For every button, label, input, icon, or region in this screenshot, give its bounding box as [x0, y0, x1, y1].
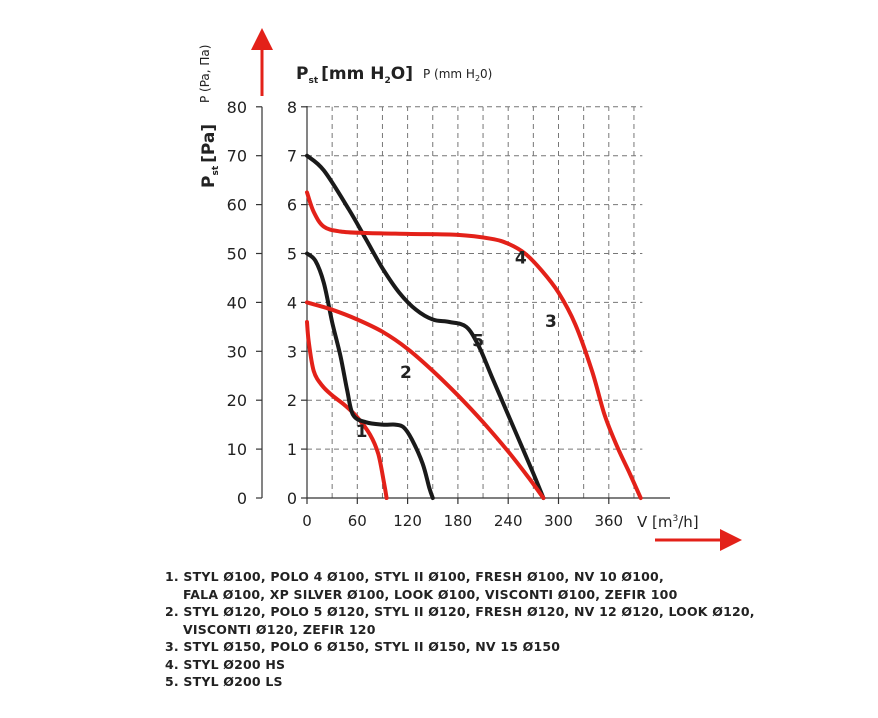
y-axis-mm-ticks: 8 7 6 5 4 3 2 1 0: [287, 98, 307, 508]
series-line-3: [305, 153, 546, 500]
series-label-2: 2: [400, 363, 412, 383]
y-left-label-sub: st: [211, 165, 221, 175]
y-right-label-sub2: 2: [384, 76, 390, 86]
series-line-2: [305, 251, 435, 500]
x-axis-arrow-head: [720, 529, 742, 551]
legend-line: 3. STYL Ø150, POLO 6 Ø150, STYL II Ø150,…: [165, 638, 755, 656]
legend-number: 4.: [165, 656, 184, 672]
series-label-5: 5: [472, 331, 484, 351]
y-mm-tick-label: 6: [287, 196, 297, 215]
legend-line: 5. STYL Ø200 LS: [165, 673, 755, 691]
legend-text: STYL Ø200 HS: [183, 656, 286, 672]
y-mm-tick-label: 2: [287, 391, 297, 410]
legend-number: 3.: [165, 639, 184, 654]
x-tick-label: 0: [302, 512, 312, 530]
x-axis-ticks: 0 60 120 180 240 300 360: [302, 498, 623, 530]
series-label-4: 4: [515, 248, 527, 268]
x-tick-label: 240: [494, 512, 523, 530]
y-pa-tick-label: 70: [227, 147, 247, 166]
series-group: [305, 153, 643, 500]
legend-number: 2.: [165, 604, 184, 619]
y-mm-tick-label: 0: [287, 489, 297, 508]
y-pa-tick-label: 80: [227, 98, 247, 117]
series-line-4: [305, 190, 643, 500]
y-pa-tick-label: 10: [227, 440, 247, 459]
legend-line: 1. STYL Ø100, POLO 4 Ø100, STYL II Ø100,…: [165, 568, 755, 586]
y-mm-tick-label: 8: [287, 98, 297, 117]
x-tick-label: 60: [348, 512, 367, 530]
series-labels: 1 2 3 4 5: [356, 248, 557, 442]
y-right-label-sub: st: [308, 76, 318, 86]
y-axis-label-pst-mm: Pst [mm H2O]: [296, 64, 413, 86]
y-axis-alt-label: P (mm H20): [423, 67, 492, 83]
y-axis-arrow-head: [251, 28, 273, 50]
y-left-label: P: [199, 176, 219, 188]
y-mm-tick-label: 7: [287, 147, 297, 166]
y-mm-tick-label: 5: [287, 245, 297, 264]
legend-text: STYL Ø100, POLO 4 Ø100, STYL II Ø100, FR…: [183, 569, 664, 584]
x-label-pre: V [m: [637, 513, 673, 531]
x-axis-label: V [m3/h]: [637, 513, 699, 531]
legend-text: STYL Ø150, POLO 6 Ø150, STYL II Ø150, NV…: [183, 639, 561, 654]
y-mm-tick-label: 3: [287, 342, 297, 361]
y-right-label-unit: [mm H: [321, 64, 384, 84]
legend-text: FALA Ø100, XP SILVER Ø100, LOOK Ø100, VI…: [183, 586, 678, 602]
y-right-label-close: O]: [391, 64, 413, 84]
legend: 1. STYL Ø100, POLO 4 Ø100, STYL II Ø100,…: [165, 568, 755, 691]
x-label-post: /h]: [678, 513, 698, 531]
y-mm-tick-label: 4: [287, 293, 297, 312]
x-label-sup: 3: [673, 514, 679, 524]
y-axis-pa-ticks: 80 70 60 50 40 30 20 10 0: [227, 98, 263, 508]
y-right-label-main: P: [296, 64, 308, 84]
legend-number: 1.: [165, 569, 184, 584]
legend-text: STYL Ø200 LS: [183, 674, 283, 689]
legend-text: STYL Ø120, POLO 5 Ø120, STYL II Ø120, FR…: [183, 604, 755, 619]
y-axis-rotated-label: P (Pa, Па): [198, 45, 212, 103]
legend-line: VISCONTI Ø120, ZEFIR 120: [165, 621, 755, 639]
y-pa-tick-label: 60: [227, 196, 247, 215]
series-line-1: [305, 320, 389, 500]
series-label-1: 1: [356, 422, 368, 442]
y-alt-post: 0): [480, 67, 492, 81]
legend-line: 2. STYL Ø120, POLO 5 Ø120, STYL II Ø120,…: [165, 603, 755, 621]
x-tick-label: 180: [444, 512, 473, 530]
legend-text: VISCONTI Ø120, ZEFIR 120: [183, 621, 376, 637]
y-axis-label-pst-pa: Pst [Pa]: [199, 124, 221, 188]
legend-line: FALA Ø100, XP SILVER Ø100, LOOK Ø100, VI…: [165, 586, 755, 604]
series-label-3: 3: [545, 312, 557, 332]
y-pa-tick-label: 40: [227, 293, 247, 312]
legend-number: 5.: [165, 674, 184, 689]
x-tick-label: 360: [594, 512, 623, 530]
legend-line: 4. STYL Ø200 HS: [165, 656, 755, 674]
x-tick-label: 120: [393, 512, 422, 530]
series-line-5: [305, 300, 546, 500]
chart-grid: [307, 106, 643, 498]
x-tick-label: 300: [544, 512, 573, 530]
y-pa-tick-label: 50: [227, 245, 247, 264]
y-pa-tick-label: 0: [237, 489, 247, 508]
y-alt-pre: P (mm H: [423, 67, 475, 81]
y-alt-sub: 2: [475, 74, 480, 83]
y-mm-tick-label: 1: [287, 440, 297, 459]
y-left-label-unit: [Pa]: [199, 124, 219, 163]
y-pa-tick-label: 30: [227, 342, 247, 361]
y-pa-tick-label: 20: [227, 391, 247, 410]
